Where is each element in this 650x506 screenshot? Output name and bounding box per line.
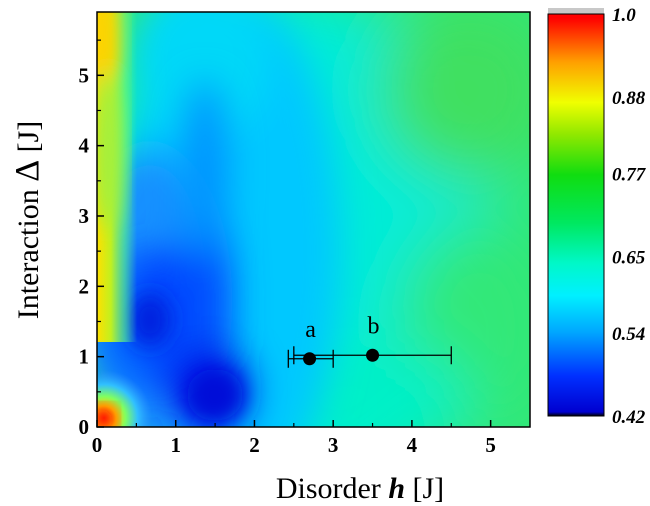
y-axis-title: Interaction Δ [J] [9, 121, 46, 319]
y-tick-label: 3 [79, 204, 90, 228]
colorbar-over-cap [548, 8, 604, 14]
point-label: a [305, 317, 316, 343]
colorbar-tick-label: 0.42 [612, 407, 646, 428]
point-b: b [293, 313, 452, 365]
colorbar-tick-label: 0.54 [612, 324, 645, 345]
x-tick-label: 0 [92, 433, 103, 457]
y-tick-label: 4 [79, 134, 90, 158]
x-tick-label: 5 [485, 433, 496, 457]
point-label: b [368, 313, 380, 339]
x-tick-label: 2 [249, 433, 260, 457]
x-tick-label: 1 [170, 433, 181, 457]
colorbar-gradient [548, 14, 604, 416]
colorbar: 1.0 0.88 0.77 0.65 0.54 0.42 [547, 5, 647, 428]
x-axis: 0 1 2 3 4 5 [92, 420, 496, 457]
y-tick-label: 0 [79, 415, 90, 439]
colorbar-tick-label: 0.77 [612, 164, 647, 185]
data-marker [366, 348, 380, 362]
y-axis: 0 1 2 3 4 5 [79, 39, 104, 439]
colorbar-tick-label: 1.0 [612, 5, 636, 26]
colorbar-labels: 1.0 0.88 0.77 0.65 0.54 0.42 [612, 5, 647, 428]
x-tick-label: 3 [328, 433, 339, 457]
y-tick-label: 5 [79, 63, 90, 87]
colorbar-frame [547, 13, 605, 417]
y-tick-label: 2 [79, 274, 90, 298]
y-tick-label: 1 [79, 345, 90, 369]
data-marker [303, 352, 317, 366]
colorbar-tick-label: 0.88 [612, 88, 646, 109]
plot-frame [96, 11, 531, 428]
x-tick-label: 4 [407, 433, 418, 457]
colorbar-tick-label: 0.65 [612, 248, 646, 269]
x-axis-title: Disorder h [J] [276, 472, 444, 505]
heatmap-field [97, 12, 530, 427]
